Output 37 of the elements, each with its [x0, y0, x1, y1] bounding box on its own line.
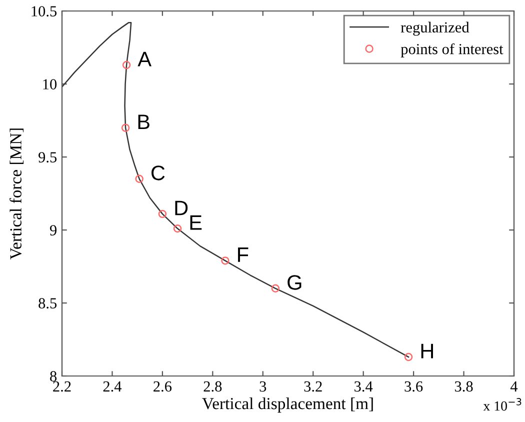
- annotation: E: [190, 215, 202, 230]
- y-tick-label: 10.5: [32, 6, 57, 17]
- point: [135, 174, 144, 183]
- point: [404, 352, 413, 362]
- legend-label: points of interest: [400, 43, 504, 58]
- x-tick-label: 2.4: [103, 381, 122, 392]
- x-tick-label: 2.8: [204, 381, 222, 392]
- y-tick-label: 8.5: [38, 298, 57, 309]
- annotation: A: [138, 52, 152, 66]
- annotation: H: [421, 344, 433, 358]
- point: [221, 256, 230, 265]
- x-tick-label: 3.8: [454, 381, 473, 392]
- annotation: F: [238, 248, 248, 262]
- annotation: G: [288, 275, 302, 290]
- x-tick-label: 2.6: [154, 381, 172, 392]
- x-tick-label: 3: [260, 381, 266, 392]
- annotation: B: [138, 114, 150, 130]
- point: [121, 124, 130, 132]
- x-tick-label: 4: [510, 381, 518, 392]
- x-axis-title: Vertical displacement [m]: [202, 397, 373, 413]
- point: [122, 60, 131, 70]
- legend-label: regularized: [400, 22, 470, 36]
- annotation: D: [175, 200, 188, 216]
- x-tick-label: 3.2: [304, 381, 322, 392]
- y-tick-label: 9: [50, 225, 57, 236]
- point: [158, 210, 167, 218]
- y-tick-label: 10: [43, 79, 57, 90]
- text: x 10$^{−3}$: [483, 398, 522, 411]
- point: [271, 284, 280, 292]
- x-tick-label: 3.6: [404, 381, 423, 392]
- point: [173, 224, 182, 233]
- annotation: C: [152, 166, 165, 180]
- y-tick-label: 8: [50, 371, 57, 382]
- y-axis-title: Vertical force [MN]: [10, 128, 24, 260]
- y-tick-label: 9.5: [38, 152, 57, 163]
- x-tick-label: 2.2: [53, 381, 71, 392]
- x-tick-label: 3.4: [354, 381, 373, 392]
